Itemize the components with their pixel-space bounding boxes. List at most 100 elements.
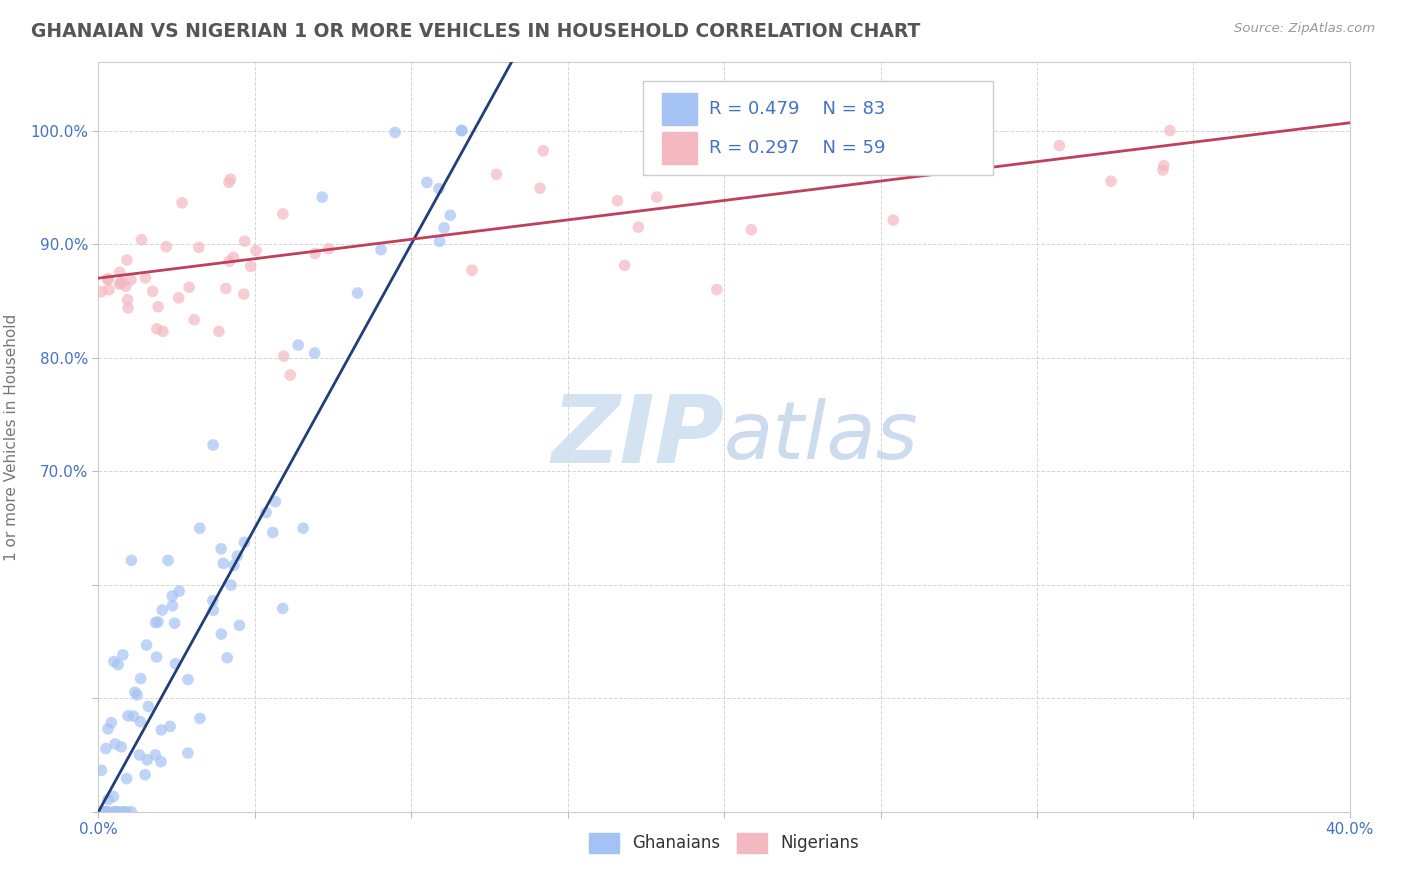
Point (103, 805, 125, 819)
Point (97, 805, 120, 819)
Point (219, 578, 242, 592)
Point (531, 144, 554, 158)
Point (114, 279, 136, 293)
Point (167, 291, 190, 305)
Point (245, 244, 267, 258)
Point (215, 281, 238, 295)
Point (1099, 174, 1122, 188)
Text: Source: ZipAtlas.com: Source: ZipAtlas.com (1234, 22, 1375, 36)
Point (145, 650, 167, 665)
Point (128, 747, 150, 762)
Bar (661, 93, 696, 125)
Point (150, 755, 173, 769)
Point (1047, 138, 1070, 153)
Point (163, 616, 186, 631)
Point (485, 167, 508, 181)
Point (416, 176, 439, 190)
Point (304, 346, 326, 360)
Point (146, 615, 169, 629)
Point (124, 685, 146, 699)
Point (202, 438, 225, 452)
Point (111, 805, 134, 819)
Text: atlas: atlas (724, 398, 920, 476)
Point (145, 615, 167, 630)
Point (90, 764, 112, 778)
Point (159, 719, 181, 733)
Point (254, 506, 277, 520)
Point (110, 739, 132, 754)
Bar (661, 132, 696, 163)
Point (287, 338, 309, 352)
Point (450, 123, 472, 137)
Point (740, 223, 762, 237)
Point (226, 549, 249, 563)
Point (115, 772, 138, 786)
Point (142, 285, 165, 299)
Point (346, 286, 368, 301)
Point (177, 673, 200, 687)
Point (429, 235, 451, 249)
Point (943, 139, 966, 153)
Point (177, 746, 200, 760)
Point (264, 494, 287, 508)
Point (110, 276, 132, 290)
Point (209, 541, 232, 556)
Point (104, 805, 127, 819)
Point (138, 699, 160, 714)
Point (134, 271, 156, 285)
Point (94, 805, 117, 819)
Point (131, 233, 153, 247)
Point (179, 280, 201, 294)
Point (273, 349, 295, 363)
Point (129, 672, 152, 686)
Point (115, 253, 138, 268)
Point (146, 300, 169, 314)
Point (218, 175, 240, 189)
Point (162, 589, 184, 603)
Y-axis label: 1 or more Vehicles in Household: 1 or more Vehicles in Household (4, 313, 18, 561)
Point (97, 722, 120, 736)
Point (104, 737, 127, 751)
Point (882, 213, 904, 227)
Point (222, 250, 245, 264)
Text: ZIP: ZIP (551, 391, 724, 483)
Point (239, 260, 262, 274)
Point (212, 557, 235, 571)
Point (183, 312, 205, 326)
Point (155, 240, 177, 254)
Point (262, 525, 284, 540)
Point (103, 655, 125, 669)
Text: R = 0.479    N = 83: R = 0.479 N = 83 (709, 100, 886, 118)
Point (271, 207, 294, 221)
Point (135, 638, 157, 652)
Point (117, 708, 139, 723)
Legend: Ghanaians, Nigerians: Ghanaians, Nigerians (582, 826, 866, 860)
FancyBboxPatch shape (643, 81, 993, 175)
Point (165, 657, 187, 671)
Point (209, 627, 232, 641)
Text: R = 0.297    N = 59: R = 0.297 N = 59 (709, 139, 886, 157)
Point (318, 242, 340, 256)
Point (152, 324, 174, 338)
Point (685, 123, 707, 137)
Point (370, 243, 392, 257)
Point (450, 123, 472, 137)
Point (1159, 123, 1181, 137)
Point (90, 805, 112, 819)
Point (107, 805, 129, 819)
Point (228, 618, 250, 632)
Point (529, 181, 551, 195)
Point (384, 125, 406, 139)
Point (150, 603, 173, 617)
Point (157, 553, 180, 567)
Point (120, 273, 142, 287)
Point (150, 723, 173, 737)
Point (232, 287, 254, 301)
Point (93, 805, 115, 819)
Point (217, 650, 239, 665)
Point (218, 254, 240, 268)
Point (439, 208, 461, 222)
Point (122, 709, 145, 723)
Point (1152, 163, 1174, 178)
Point (127, 688, 149, 702)
